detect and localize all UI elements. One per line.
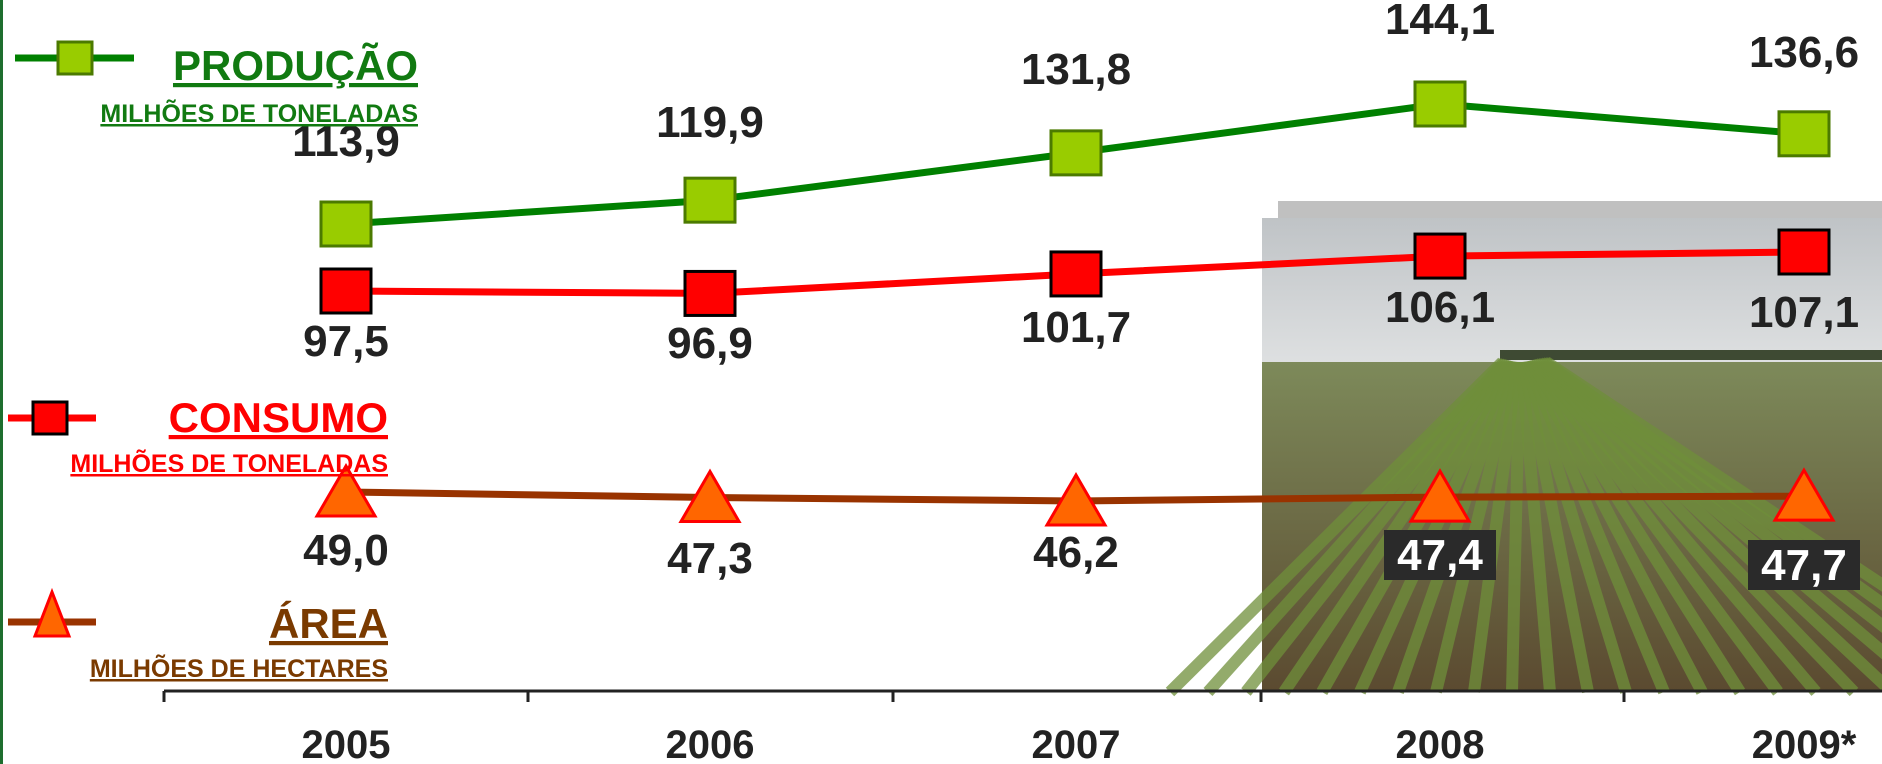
value-label: 131,8 [1021,45,1131,94]
legend-marker [32,587,72,638]
series-marker [1413,80,1467,128]
value-label-box [1384,530,1496,580]
legend-series-unit: MILHÕES DE TONELADAS [70,448,388,478]
series-marker [1049,129,1103,177]
legend-series-name: CONSUMO [169,394,388,441]
x-tick-label: 2006 [666,723,755,764]
crop-row [1316,359,1516,695]
value-label: 113,9 [292,117,400,166]
value-label: 47,7 [1761,541,1847,590]
x-tick-label: 2007 [1032,723,1121,764]
crop-row [1392,360,1520,694]
series-marker [1777,228,1831,276]
crop-row [1468,361,1524,693]
series-marker [683,176,737,224]
series-marker [319,200,373,248]
series-marker [1777,110,1831,158]
legend-series-unit: MILHÕES DE TONELADAS [100,98,418,128]
value-label: 136,6 [1749,28,1859,77]
crop-row [1517,360,1594,694]
legend-series-unit: MILHÕES DE HECTARES [90,653,388,683]
crop-row [1279,358,1514,696]
value-label: 107,1 [1749,288,1859,337]
legend-marker [31,400,69,436]
legend: PRODUÇÃO MILHÕES DE TONELADAS CONSUMO MILHÕ… [8,40,418,683]
crop-row [1203,357,1509,697]
value-label: 106,1 [1385,283,1495,332]
value-label: 119,9 [656,98,764,147]
series-marker [678,468,742,523]
crop-row [1241,358,1512,696]
crop-row [1515,361,1556,693]
crop-row [1542,356,1882,592]
soybean-field-photo [1165,201,1882,697]
value-label: 101,7 [1021,303,1131,352]
series-marker [319,267,373,315]
crop-row [1506,361,1526,693]
value-label: 46,2 [1033,528,1119,577]
left-border [0,0,3,764]
crop-row [1521,359,1670,695]
series-marker [1408,468,1472,523]
value-label-box [1748,540,1860,590]
value-label: 47,3 [667,534,753,583]
photo-top-bar [1278,201,1882,218]
legend-series-name: ÁREA [269,600,388,647]
crop-row [1430,360,1522,694]
series-marker [1049,250,1103,298]
value-label: 97,5 [303,317,389,366]
crop-row [1519,360,1632,694]
x-axis: 2005 2006 2007 2008 2009* [162,689,1882,764]
photo-treeline [1500,350,1882,360]
crop-rows [1165,356,1882,697]
legend-series-name: PRODUÇÃO [173,42,418,89]
series-marker [1772,467,1836,522]
series-marker [1044,472,1108,527]
x-tick-label: 2009* [1752,723,1857,764]
x-tick-label: 2005 [302,723,391,764]
value-label: 47,4 [1397,531,1483,580]
value-label: 96,9 [667,319,753,368]
crop-row [1525,358,1746,696]
series-marker [683,269,737,317]
value-label: 49,0 [303,526,389,575]
series-layer: 113,9 119,9 131,8 144,1 136,6 97,5 96,9 101,7 10… [292,0,1860,590]
legend-marker [56,40,94,76]
crop-row [1528,358,1783,696]
value-label: 144,1 [1385,0,1495,44]
crop-row [1523,359,1708,695]
series-marker [1413,232,1467,280]
series-marker [314,463,378,518]
x-tick-label: 2008 [1396,723,1485,764]
crop-row [1354,359,1518,695]
